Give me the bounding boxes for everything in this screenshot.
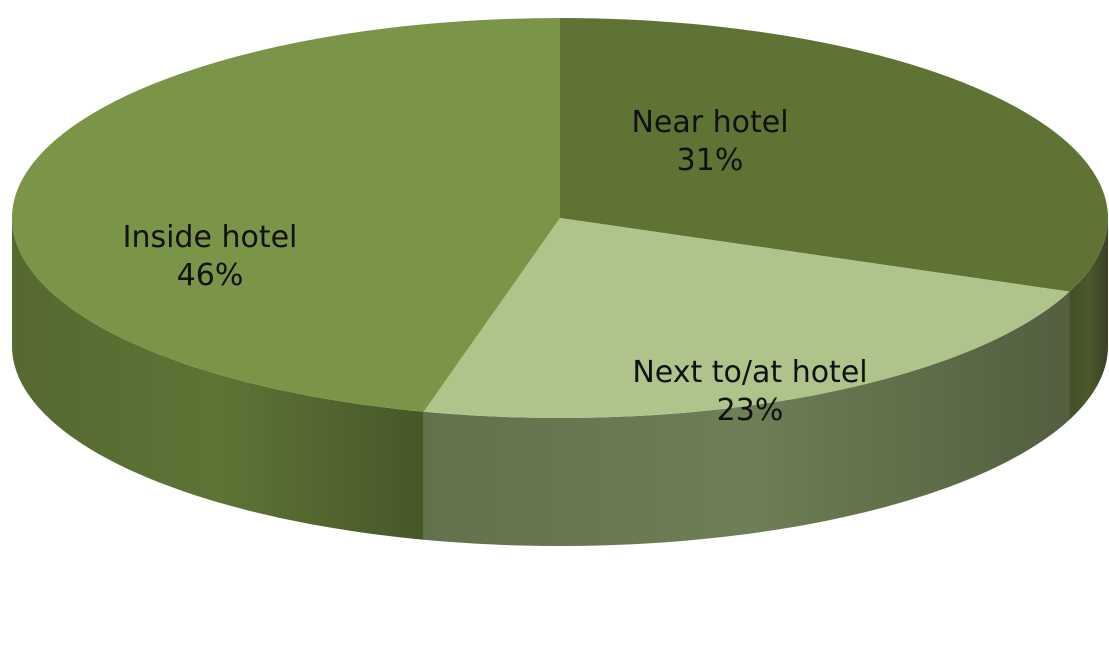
pie-side-shading xyxy=(1069,218,1108,420)
pie-slice-next-to-at-hotel xyxy=(423,218,1070,419)
slice-value-next-to-at-hotel: 23% xyxy=(717,393,784,428)
pie-side-shading xyxy=(423,291,1070,546)
pie-tops xyxy=(11,18,1108,419)
pie-slice-inside-hotel xyxy=(11,18,561,412)
pie-sides xyxy=(12,218,1108,546)
pie-side-shading xyxy=(12,218,424,540)
slice-value-near-hotel: 31% xyxy=(677,143,744,178)
slice-value-inside-hotel: 46% xyxy=(177,258,244,293)
slice-label-near-hotel: Near hotel xyxy=(631,105,788,140)
slice-label-next-to-at-hotel: Next to/at hotel xyxy=(632,355,867,390)
pie-slice-near-hotel xyxy=(560,18,1108,292)
slice-label-inside-hotel: Inside hotel xyxy=(123,220,298,255)
